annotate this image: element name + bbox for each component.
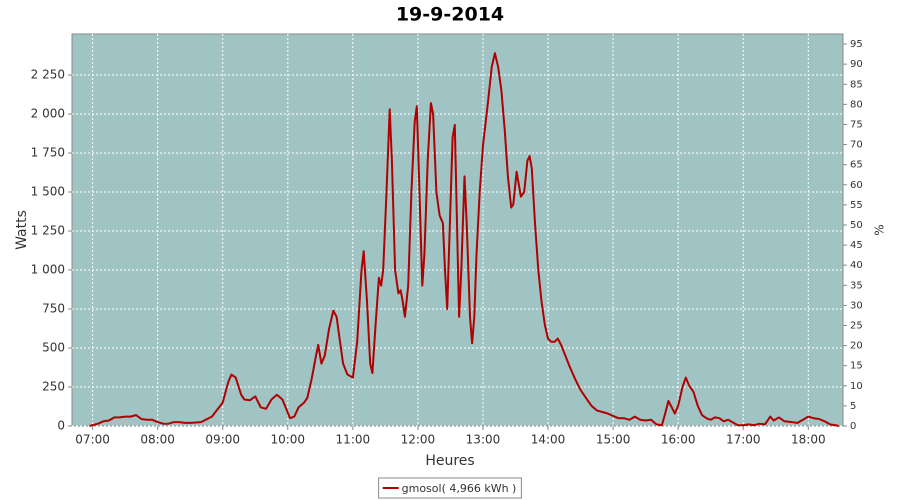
y2-tick-label: 5 [850, 401, 856, 412]
y2-tick-label: 70 [850, 140, 863, 151]
x-tick-label: 18:00 [791, 433, 826, 447]
x-tick-label: 17:00 [726, 433, 761, 447]
x-tick-label: 16:00 [661, 433, 696, 447]
chart-title: 19-9-2014 [396, 4, 504, 26]
y2-tick-label: 25 [850, 320, 863, 331]
y2-tick-label: 65 [850, 160, 863, 171]
x-tick-label: 10:00 [270, 433, 305, 447]
x-tick-label: 11:00 [336, 433, 371, 447]
x-tick-label: 08:00 [140, 433, 175, 447]
x-tick-label: 12:00 [401, 433, 436, 447]
y-tick-label: 500 [42, 341, 65, 355]
y2-tick-label: 95 [850, 39, 863, 50]
y2-tick-label: 40 [850, 260, 863, 271]
y-tick-label: 2 250 [31, 68, 65, 82]
y-tick-label: 250 [42, 380, 65, 394]
y2-tick-label: 50 [850, 220, 863, 231]
y2-tick-label: 0 [850, 421, 856, 432]
y2-tick-label: 85 [850, 79, 863, 90]
legend-box [378, 477, 522, 499]
y-tick-label: 750 [42, 302, 65, 316]
x-tick-label: 14:00 [531, 433, 566, 447]
y2-tick-label: 60 [850, 180, 863, 191]
x-tick-label: 13:00 [466, 433, 501, 447]
y2-tick-label: 20 [850, 341, 863, 352]
x-tick-label: 09:00 [205, 433, 240, 447]
y-tick-label: 1 250 [31, 224, 65, 238]
legend: gmosol( 4,966 kWh ) [378, 477, 522, 499]
x-tick-label: 15:00 [596, 433, 631, 447]
y2-tick-label: 80 [850, 99, 863, 110]
y2-tick-label: 10 [850, 381, 863, 392]
y2-tick-label: 90 [850, 59, 863, 70]
y2-tick-label: 55 [850, 200, 863, 211]
data-line [89, 52, 839, 427]
y-tick-label: 1 750 [31, 146, 65, 160]
y2-tick-label: 35 [850, 280, 863, 291]
y-axis-label: Watts [14, 210, 30, 250]
y2-tick-label: 75 [850, 119, 863, 130]
y-tick-label: 0 [57, 419, 65, 433]
y2-axis-label: % [873, 224, 887, 235]
y-tick-label: 2 000 [31, 107, 65, 121]
y2-tick-label: 45 [850, 240, 863, 251]
y-tick-label: 1 500 [31, 185, 65, 199]
y2-tick-label: 15 [850, 361, 863, 372]
legend-label: gmosol( 4,966 kWh ) [402, 482, 517, 495]
y-tick-label: 1 000 [31, 263, 65, 277]
y2-tick-label: 30 [850, 300, 863, 311]
x-axis-label: Heures [425, 453, 474, 469]
x-tick-label: 07:00 [75, 433, 110, 447]
